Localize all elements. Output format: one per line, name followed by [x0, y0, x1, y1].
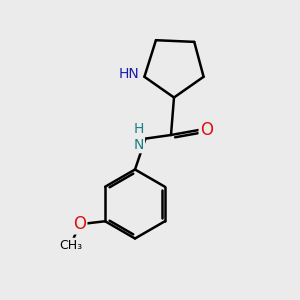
- Text: O: O: [200, 121, 213, 139]
- Text: HN: HN: [118, 67, 139, 81]
- Text: H
N: H N: [134, 122, 144, 152]
- Text: O: O: [73, 215, 86, 233]
- Text: CH₃: CH₃: [59, 239, 82, 252]
